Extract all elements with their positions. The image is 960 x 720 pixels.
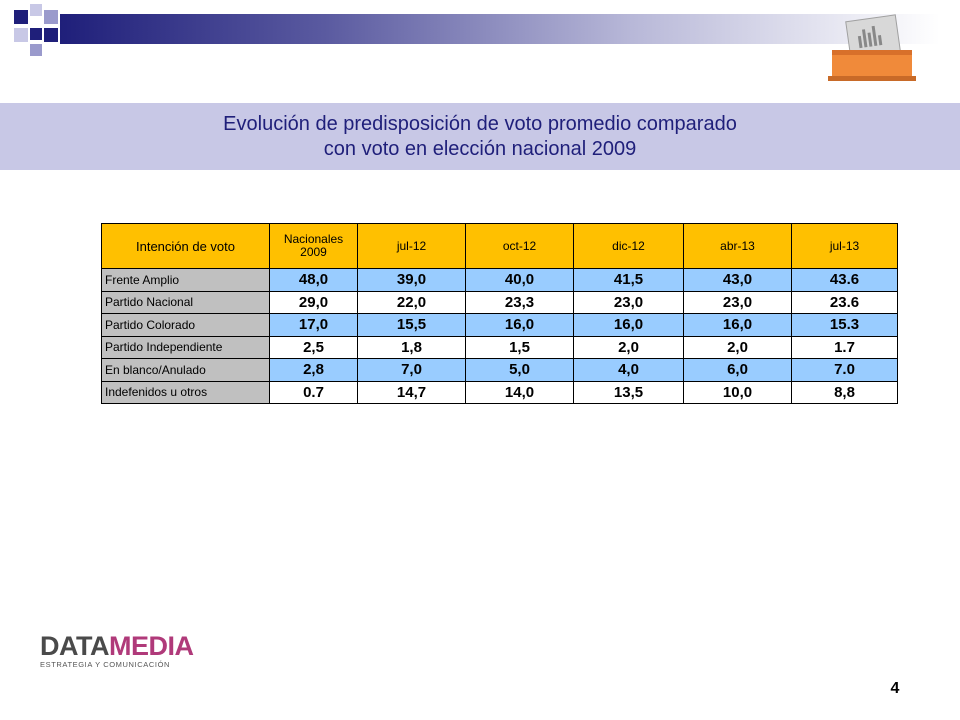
table-row: Frente Amplio 48,0 39,0 40,0 41,5 43,0 4…: [101, 268, 898, 292]
table-cell: 1,8: [357, 335, 466, 359]
table-cell: 23,0: [573, 290, 684, 314]
decor-square: [14, 10, 28, 24]
datamedia-logo: DATAMEDIA ESTRATEGIA Y COMUNICACIÓN: [40, 632, 200, 672]
logo-wordmark: DATAMEDIA: [40, 632, 200, 660]
decor-square: [44, 10, 58, 24]
table-cell: 1.7: [791, 335, 898, 359]
table-cell: 7,0: [357, 358, 466, 382]
table-cell: 4,0: [573, 358, 684, 382]
title-band: [0, 103, 960, 170]
header-nacionales: Nacionales 2009: [269, 223, 358, 269]
table-cell: 13,5: [573, 380, 684, 404]
header-nacionales-line2: 2009: [300, 245, 327, 259]
table-row: Indefenidos u otros 0.7 14,7 14,0 13,5 1…: [101, 380, 898, 404]
table-cell: 14,7: [357, 380, 466, 404]
row-label: Partido Independiente: [101, 335, 270, 359]
table-cell: 14,0: [465, 380, 574, 404]
table-cell: 16,0: [683, 313, 792, 337]
header-intencion: Intención de voto: [101, 223, 270, 269]
row-label: Frente Amplio: [101, 268, 270, 292]
row-label: En blanco/Anulado: [101, 358, 270, 382]
vote-intention-table: Intención de voto Nacionales 2009 jul-12…: [101, 223, 898, 404]
table-cell: 43,0: [683, 268, 792, 292]
table-cell: 0.7: [269, 380, 358, 404]
table-row: Partido Independiente 2,5 1,8 1,5 2,0 2,…: [101, 335, 898, 359]
table-cell: 2,8: [269, 358, 358, 382]
table-cell: 7.0: [791, 358, 898, 382]
logo-part-data: DATA: [40, 631, 109, 661]
table-cell: 48,0: [269, 268, 358, 292]
table-cell: 39,0: [357, 268, 466, 292]
header-period: abr-13: [683, 223, 792, 269]
table-cell: 16,0: [573, 313, 684, 337]
table-cell: 23,0: [683, 290, 792, 314]
table-cell: 23.6: [791, 290, 898, 314]
header-nacionales-line1: Nacionales: [283, 232, 344, 246]
table-cell: 2,5: [269, 335, 358, 359]
table-cell: 15.3: [791, 313, 898, 337]
header-period: jul-12: [357, 223, 466, 269]
table-cell: 16,0: [465, 313, 574, 337]
page-title-line1: Evolución de predisposición de voto prom…: [223, 113, 737, 135]
header-period: jul-13: [791, 223, 898, 269]
table-cell: 1,5: [465, 335, 574, 359]
logo-tagline: ESTRATEGIA Y COMUNICACIÓN: [40, 660, 171, 669]
logo-part-media: MEDIA: [108, 631, 194, 661]
table-cell: 10,0: [683, 380, 792, 404]
table-cell: 15,5: [357, 313, 466, 337]
table-cell: 41,5: [573, 268, 684, 292]
table-cell: 5,0: [465, 358, 574, 382]
table-row: En blanco/Anulado 2,8 7,0 5,0 4,0 6,0 7.…: [101, 358, 898, 382]
table-cell: 40,0: [465, 268, 574, 292]
decor-square: [30, 44, 42, 56]
header-period: dic-12: [573, 223, 684, 269]
table-cell: 43.6: [791, 268, 898, 292]
decor-square: [30, 28, 42, 40]
table-header-row: Intención de voto Nacionales 2009 jul-12…: [101, 223, 898, 269]
table-cell: 17,0: [269, 313, 358, 337]
table-row: Partido Nacional 29,0 22,0 23,3 23,0 23,…: [101, 290, 898, 314]
table-cell: 2,0: [573, 335, 684, 359]
row-label: Partido Colorado: [101, 313, 270, 337]
table-cell: 22,0: [357, 290, 466, 314]
table-cell: 2,0: [683, 335, 792, 359]
header-period: oct-12: [465, 223, 574, 269]
page-number: 4: [890, 680, 900, 697]
decor-square: [14, 28, 28, 42]
decor-square: [44, 28, 58, 42]
row-label: Indefenidos u otros: [101, 380, 270, 404]
table-cell: 29,0: [269, 290, 358, 314]
table-row: Partido Colorado 17,0 15,5 16,0 16,0 16,…: [101, 313, 898, 337]
page-title-line2: con voto en elección nacional 2009: [323, 138, 637, 160]
table-cell: 23,3: [465, 290, 574, 314]
row-label: Partido Nacional: [101, 290, 270, 314]
ballot-box-icon: [828, 14, 916, 81]
page-title: Evolución de predisposición de voto prom…: [0, 112, 960, 162]
table-cell: 8,8: [791, 380, 898, 404]
table-cell: 6,0: [683, 358, 792, 382]
decor-square: [30, 4, 42, 16]
top-gradient-bar: [60, 14, 940, 44]
